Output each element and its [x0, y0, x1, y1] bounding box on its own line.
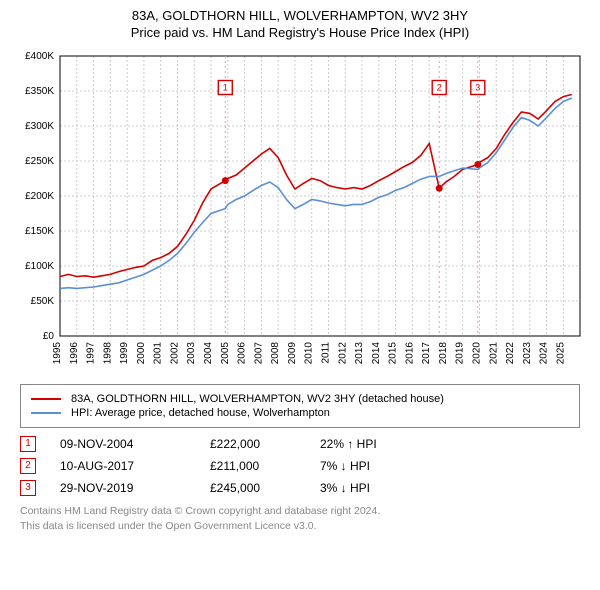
- legend: 83A, GOLDTHORN HILL, WOLVERHAMPTON, WV2 …: [20, 384, 580, 428]
- transaction-pct: 22% ↑ HPI: [320, 437, 440, 451]
- transaction-row: 3 29-NOV-2019£245,0003% ↓ HPI: [20, 480, 580, 496]
- svg-text:1998: 1998: [102, 342, 113, 365]
- svg-text:1997: 1997: [86, 342, 97, 365]
- svg-text:2024: 2024: [539, 342, 550, 365]
- svg-text:3: 3: [475, 83, 480, 93]
- svg-text:1995: 1995: [52, 342, 63, 365]
- svg-text:£100K: £100K: [25, 261, 54, 272]
- transaction-date: 10-AUG-2017: [60, 459, 210, 473]
- svg-text:2023: 2023: [522, 342, 533, 365]
- title-subtitle: Price paid vs. HM Land Registry's House …: [10, 25, 590, 40]
- svg-text:2025: 2025: [555, 342, 566, 365]
- svg-text:2000: 2000: [136, 342, 147, 365]
- attribution-line1: Contains HM Land Registry data © Crown c…: [20, 504, 580, 519]
- svg-text:2012: 2012: [337, 342, 348, 365]
- svg-text:2018: 2018: [438, 342, 449, 365]
- svg-text:2014: 2014: [371, 342, 382, 365]
- svg-text:2020: 2020: [471, 342, 482, 365]
- transaction-marker: 1: [20, 436, 36, 452]
- svg-text:£50K: £50K: [31, 296, 55, 307]
- svg-text:£300K: £300K: [25, 121, 54, 132]
- svg-text:£350K: £350K: [25, 86, 54, 97]
- transaction-marker: 3: [20, 480, 36, 496]
- svg-text:2009: 2009: [287, 342, 298, 365]
- transaction-row: 2 10-AUG-2017£211,0007% ↓ HPI: [20, 458, 580, 474]
- svg-text:2022: 2022: [505, 342, 516, 365]
- transaction-date: 29-NOV-2019: [60, 481, 210, 495]
- svg-text:2006: 2006: [237, 342, 248, 365]
- legend-swatch: [31, 398, 61, 400]
- svg-text:2013: 2013: [354, 342, 365, 365]
- svg-text:2004: 2004: [203, 342, 214, 365]
- svg-text:2002: 2002: [169, 342, 180, 365]
- transaction-row: 1 09-NOV-2004£222,00022% ↑ HPI: [20, 436, 580, 452]
- chart-container: 83A, GOLDTHORN HILL, WOLVERHAMPTON, WV2 …: [0, 0, 600, 541]
- svg-text:2001: 2001: [153, 342, 164, 365]
- svg-text:1: 1: [223, 83, 228, 93]
- transaction-pct: 7% ↓ HPI: [320, 459, 440, 473]
- transaction-price: £222,000: [210, 437, 320, 451]
- svg-text:2010: 2010: [304, 342, 315, 365]
- svg-text:2015: 2015: [388, 342, 399, 365]
- svg-text:2016: 2016: [404, 342, 415, 365]
- transaction-date: 09-NOV-2004: [60, 437, 210, 451]
- attribution: Contains HM Land Registry data © Crown c…: [20, 504, 580, 533]
- svg-text:2: 2: [437, 83, 442, 93]
- svg-text:2011: 2011: [320, 342, 331, 364]
- title-block: 83A, GOLDTHORN HILL, WOLVERHAMPTON, WV2 …: [10, 8, 590, 40]
- svg-text:2003: 2003: [186, 342, 197, 365]
- svg-text:£200K: £200K: [25, 191, 54, 202]
- transaction-marker: 2: [20, 458, 36, 474]
- svg-text:1996: 1996: [69, 342, 80, 365]
- transaction-table: 1 09-NOV-2004£222,00022% ↑ HPI 2 10-AUG-201…: [20, 436, 580, 496]
- transaction-pct: 3% ↓ HPI: [320, 481, 440, 495]
- transaction-price: £211,000: [210, 459, 320, 473]
- transaction-price: £245,000: [210, 481, 320, 495]
- chart: £0 £50K £100K £150K £200K £250K £300K £350K £400…: [10, 46, 590, 376]
- svg-text:2008: 2008: [270, 342, 281, 365]
- svg-text:£250K: £250K: [25, 156, 54, 167]
- svg-text:£0: £0: [43, 331, 55, 342]
- legend-label: HPI: Average price, detached house, Wolv…: [71, 407, 330, 419]
- svg-text:£150K: £150K: [25, 226, 54, 237]
- title-address: 83A, GOLDTHORN HILL, WOLVERHAMPTON, WV2 …: [10, 8, 590, 23]
- svg-text:2005: 2005: [220, 342, 231, 365]
- svg-text:£400K: £400K: [25, 51, 54, 62]
- chart-svg: £0 £50K £100K £150K £200K £250K £300K £350K £400…: [10, 46, 590, 376]
- svg-text:2019: 2019: [455, 342, 466, 365]
- attribution-line2: This data is licensed under the Open Gov…: [20, 519, 580, 534]
- svg-text:1999: 1999: [119, 342, 130, 365]
- legend-row: 83A, GOLDTHORN HILL, WOLVERHAMPTON, WV2 …: [31, 393, 569, 405]
- svg-text:2017: 2017: [421, 342, 432, 365]
- legend-row: HPI: Average price, detached house, Wolv…: [31, 407, 569, 419]
- svg-text:2021: 2021: [488, 342, 499, 365]
- legend-swatch: [31, 412, 61, 414]
- svg-text:2007: 2007: [253, 342, 264, 365]
- legend-label: 83A, GOLDTHORN HILL, WOLVERHAMPTON, WV2 …: [71, 393, 444, 405]
